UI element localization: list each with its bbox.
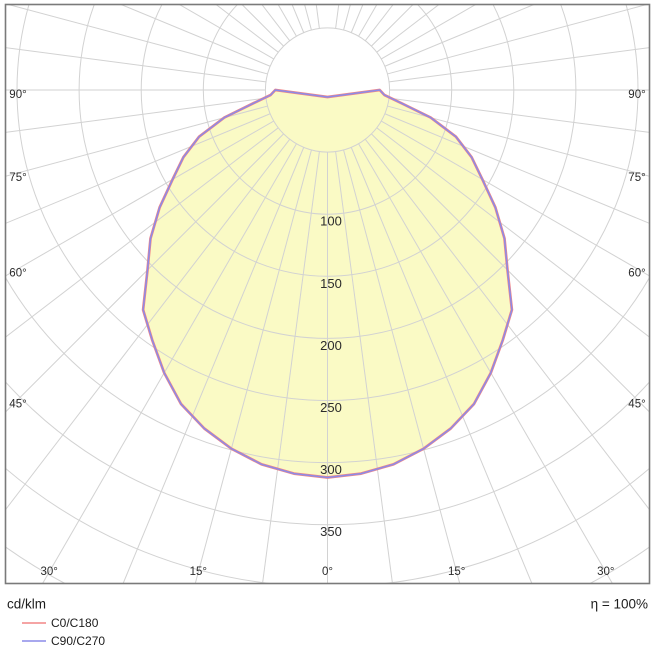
ring-label: 250 xyxy=(320,400,342,415)
legend-label-c90-c270: C90/C270 xyxy=(51,634,105,648)
grid-radial xyxy=(5,97,266,133)
grid-radial xyxy=(277,4,297,37)
plot-border xyxy=(4,3,651,585)
angle-label: 75° xyxy=(628,172,645,184)
grid-radial xyxy=(178,4,274,60)
grid-radial xyxy=(389,97,650,133)
grid-radial xyxy=(5,133,284,413)
angle-label: 90° xyxy=(628,89,645,101)
grid-radial xyxy=(376,127,650,338)
angle-label: 15° xyxy=(448,566,465,578)
grid-radial xyxy=(364,4,394,42)
angle-label: 60° xyxy=(9,268,26,280)
grid-radial xyxy=(387,105,650,177)
legend-label-c0-c180: C0/C180 xyxy=(51,616,99,630)
grid-radial xyxy=(194,149,312,584)
grid-radial xyxy=(215,4,279,53)
grid-radial xyxy=(122,147,305,584)
ring-label: 350 xyxy=(320,524,342,539)
grid-radial xyxy=(364,138,650,511)
angle-label: 15° xyxy=(190,566,207,578)
angle-label: 90° xyxy=(9,89,26,101)
grid-radial xyxy=(358,4,378,37)
grid-radial xyxy=(350,147,533,584)
ring-label: 200 xyxy=(320,338,342,353)
grid-radial xyxy=(376,4,440,53)
grid-radial xyxy=(371,133,650,413)
grid-radial xyxy=(262,151,320,584)
grid-radial xyxy=(6,4,268,75)
angle-label: 30° xyxy=(597,566,614,578)
grid-radial xyxy=(5,113,271,224)
grid-radial xyxy=(381,4,477,60)
angle-label: 30° xyxy=(41,566,58,578)
legend: C0/C180 C90/C270 xyxy=(22,616,105,648)
grid-radial xyxy=(5,127,279,338)
angle-label: 45° xyxy=(628,399,645,411)
grid-radial xyxy=(335,151,393,584)
grid-radial xyxy=(387,4,649,75)
grid-radial xyxy=(5,47,266,83)
grid-radial xyxy=(42,143,297,584)
ring-label: 150 xyxy=(320,276,342,291)
efficiency-label: η = 100% xyxy=(591,597,648,612)
grid-radial xyxy=(261,4,291,42)
grid-radial xyxy=(384,113,650,224)
intensity-curve-c90-c270 xyxy=(142,89,513,479)
grid-radial xyxy=(384,4,536,67)
angle-label: 0° xyxy=(322,566,333,578)
grid-radial xyxy=(119,4,271,67)
ring-label: 300 xyxy=(320,462,342,477)
grid-radial xyxy=(381,120,650,277)
grid-radial xyxy=(5,120,274,277)
angle-label: 45° xyxy=(9,399,26,411)
grid-radial xyxy=(5,138,291,511)
units-label: cd/klm xyxy=(7,597,46,612)
ring-label: 100 xyxy=(320,214,342,229)
angle-label: 60° xyxy=(628,268,645,280)
grid-radial xyxy=(389,47,650,83)
grid-radial xyxy=(358,143,613,584)
angle-label: 75° xyxy=(9,172,26,184)
grid-radial xyxy=(5,105,268,177)
grid-radial xyxy=(343,149,461,584)
